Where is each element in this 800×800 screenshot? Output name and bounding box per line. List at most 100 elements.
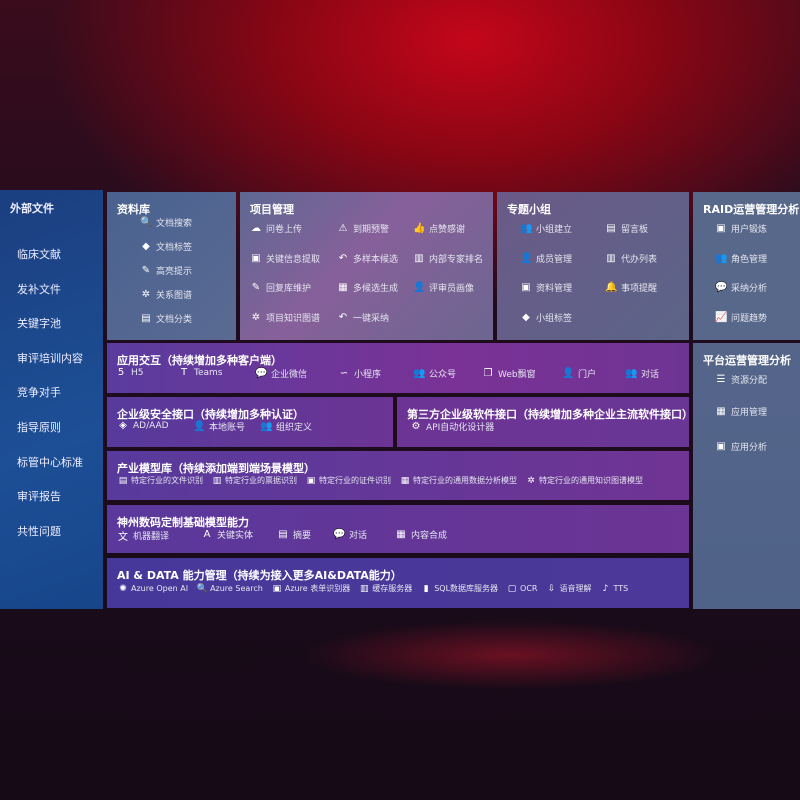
feature-item[interactable]: 👥 组织定义 [260, 420, 312, 433]
feature-item[interactable]: ▤ 特定行业的文件识别 [117, 475, 203, 486]
feature-item[interactable]: ⚠ 到期预警 [337, 222, 390, 235]
feature-label: 应用分析 [731, 443, 768, 453]
feature-item[interactable]: 👤 本地账号 [193, 420, 245, 433]
feature-item[interactable]: ◆ 小组标签 [520, 311, 572, 324]
feature-item[interactable]: ✲ 特定行业的通用知识图谱模型 [525, 475, 643, 486]
feature-label: 本地账号 [209, 423, 246, 433]
feature-item[interactable]: ▢ OCR [506, 584, 538, 594]
feature-item[interactable]: 📈 问题趋势 [715, 311, 767, 324]
feature-item[interactable]: 👤 成员管理 [520, 252, 572, 265]
feature-item[interactable]: ↶ 多样本候选 [337, 252, 398, 265]
feature-item[interactable]: ☁ 问卷上传 [250, 222, 302, 235]
feature-item[interactable]: ▥ 内部专家排名 [413, 252, 483, 265]
feature-item[interactable]: 文机器翻译 [117, 528, 169, 543]
feature-item[interactable]: ✎ 高亮提示 [140, 264, 192, 277]
feature-label: 组织定义 [276, 423, 313, 433]
feature-label: 文档标签 [156, 243, 193, 253]
feature-item[interactable]: ▣ 资料管理 [520, 281, 572, 294]
feature-label: 点赞感谢 [429, 225, 466, 235]
speech-icon: ⇩ [547, 583, 556, 594]
sidebar-item[interactable]: 竞争对手 [17, 386, 61, 400]
trend-icon: 📈 [715, 311, 728, 323]
ad-icon: ◈ [119, 420, 127, 431]
feature-item[interactable]: ⚙ API自动化设计器 [410, 420, 495, 433]
feature-item[interactable]: 🔍 Azure Search [196, 584, 263, 594]
feature-item[interactable]: ↶ 一键采纳 [337, 311, 389, 324]
feature-item[interactable]: ▦ 特定行业的通用数据分析模型 [399, 475, 517, 486]
sidebar-external-files: 外部文件 临床文献 发补文件 关键字池 审评培训内容 竞争对手 指导原则 标管中心标准 审评报… [0, 190, 103, 609]
doc-search-icon: 🔍 [140, 217, 153, 228]
upload-cloud-icon: ☁ [251, 223, 261, 234]
feature-item[interactable]: ❐ Web飘窗 [482, 367, 536, 380]
feature-item[interactable]: 💬 企业微信 [255, 367, 307, 380]
feature-item[interactable]: 5 H5 [115, 367, 144, 378]
feature-item[interactable]: ✲ 项目知识图谱 [250, 311, 320, 324]
feature-item[interactable]: ▣ 用户锻炼 [715, 222, 767, 235]
sidebar-item[interactable]: 审评报告 [17, 490, 61, 504]
tag-icon: ◆ [522, 311, 530, 323]
feature-item[interactable]: ▮ SQL数据库服务器 [420, 583, 498, 594]
feature-item[interactable]: ▥ 特定行业的票据识别 [211, 475, 297, 486]
feature-item[interactable]: 🔍 文档搜索 [140, 216, 192, 229]
feature-item[interactable]: A 关键实体 [201, 528, 253, 541]
reply-icon: ↶ [338, 252, 348, 264]
feature-item[interactable]: ✎ 回复库维护 [250, 281, 311, 294]
sidebar-item[interactable]: 指导原则 [17, 421, 61, 434]
feature-item[interactable]: ⇩ 语音理解 [546, 583, 592, 594]
feature-item[interactable]: ▥ 缓存服务器 [358, 583, 412, 594]
feature-item[interactable]: 🔔 事项提醒 [605, 281, 657, 294]
feature-item[interactable]: ◈ AD/AAD [117, 420, 168, 431]
feature-label: 关系图谱 [156, 291, 193, 301]
feature-item[interactable]: 💬 采纳分析 [715, 281, 767, 294]
feature-item[interactable]: ▥ 代办列表 [605, 252, 657, 265]
feature-item[interactable]: ▦ 应用管理 [715, 405, 767, 418]
graph-icon: ✲ [251, 311, 261, 323]
feature-item[interactable]: ▤ 文档分类 [140, 312, 192, 325]
feature-item[interactable]: ▣ 特定行业的证件识别 [305, 475, 391, 486]
sidebar-item[interactable]: 临床文献 [17, 248, 61, 261]
feature-label: 多候选生成 [353, 284, 399, 294]
feature-label: 特定行业的通用数据分析模型 [413, 476, 517, 485]
feature-item[interactable]: ◆ 文档标签 [140, 240, 192, 253]
summary-icon: ▤ [278, 529, 288, 540]
feature-label: 评审员画像 [429, 284, 475, 294]
feature-item[interactable]: ☰ 资源分配 [715, 373, 768, 386]
feature-item[interactable]: 👥 对话 [625, 367, 659, 380]
feature-item[interactable]: ▦ 内容合成 [395, 528, 447, 541]
sidebar-item[interactable]: 标管中心标准 [17, 455, 83, 469]
feature-item[interactable]: 👥 小组建立 [520, 222, 572, 235]
analysis-icon: ▣ [716, 441, 726, 452]
feature-label: 特定行业的文件识别 [131, 476, 203, 485]
feature-item[interactable]: ∽ 小程序 [338, 367, 381, 380]
feature-item[interactable]: ▤ 摘要 [277, 528, 311, 541]
portal-icon: 👤 [562, 368, 575, 379]
feature-item[interactable]: ▤ 留言板 [605, 222, 648, 235]
feature-item[interactable]: ▦ 多候选生成 [337, 281, 398, 294]
miniprogram-icon: ∽ [339, 368, 349, 379]
feature-item[interactable]: 👍 点赞感谢 [413, 222, 465, 235]
sidebar-item[interactable]: 关键字池 [17, 317, 61, 331]
feature-item[interactable]: 👥 公众号 [413, 367, 456, 380]
feature-label: Azure Search [210, 584, 263, 593]
feature-item[interactable]: ♪ TTS [600, 584, 629, 594]
feature-item[interactable]: ✲ 关系图谱 [140, 288, 192, 301]
feature-label: Azure 表单识别器 [284, 584, 351, 593]
sidebar-item[interactable]: 共性问题 [17, 524, 61, 538]
feature-item[interactable]: 👤 门户 [562, 367, 596, 380]
feature-label: SQL数据库服务器 [434, 584, 499, 593]
feature-item[interactable]: 💬 对话 [333, 528, 367, 541]
panel-title: 企业级安全接口（持续增加多种认证） [117, 408, 304, 421]
feature-item[interactable]: ✺ Azure Open AI [117, 584, 188, 594]
feature-item[interactable]: 👥 角色管理 [715, 252, 767, 265]
feature-item[interactable]: ▣ 应用分析 [715, 440, 767, 453]
feature-item[interactable]: T Teams [178, 367, 223, 378]
openai-icon: ✺ [119, 583, 127, 594]
feature-item[interactable]: ▣ Azure 表单识别器 [271, 583, 351, 594]
feature-label: 小组建立 [536, 225, 573, 235]
feature-item[interactable]: ▣ 关键信息提取 [250, 252, 320, 265]
feature-label: 摘要 [293, 531, 312, 541]
feature-item[interactable]: 👤 评审员画像 [413, 281, 474, 294]
graph-icon: ✲ [527, 475, 535, 486]
sidebar-item[interactable]: 发补文件 [17, 282, 61, 296]
sidebar-item[interactable]: 审评培训内容 [17, 351, 83, 365]
